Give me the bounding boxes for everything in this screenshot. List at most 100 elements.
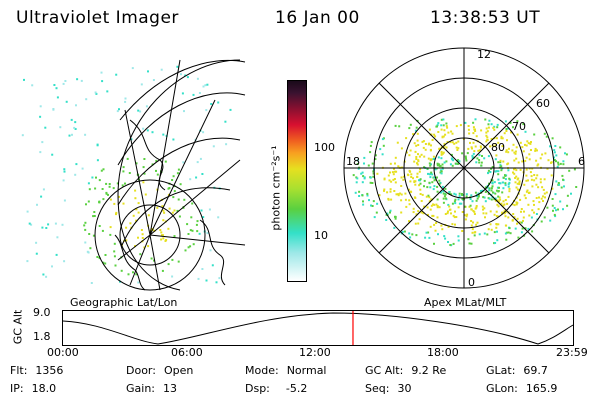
geographic-emission-point bbox=[160, 170, 162, 173]
geographic-emission-point bbox=[202, 216, 205, 219]
geographic-emission-point bbox=[198, 232, 201, 235]
geographic-emission-point bbox=[153, 229, 156, 232]
polar-emission-point bbox=[443, 129, 446, 132]
polar-emission-point bbox=[539, 181, 542, 184]
polar-emission-point bbox=[532, 200, 535, 203]
polar-emission-point bbox=[502, 176, 505, 179]
geographic-emission-point bbox=[186, 76, 189, 79]
polar-emission-point bbox=[437, 156, 440, 159]
polar-emission-point bbox=[410, 173, 413, 176]
polar-emission-point bbox=[414, 183, 417, 186]
polar-emission-point bbox=[497, 223, 500, 226]
polar-emission-point bbox=[416, 172, 419, 175]
polar-emission-point bbox=[483, 232, 486, 235]
polar-emission-point bbox=[427, 194, 430, 197]
polar-emission-point bbox=[428, 196, 431, 199]
polar-emission-point bbox=[490, 228, 493, 231]
polar-emission-point bbox=[394, 156, 397, 159]
polar-emission-point bbox=[382, 144, 385, 147]
polar-emission-point bbox=[442, 192, 445, 195]
polar-ring-80 bbox=[433, 137, 495, 199]
geographic-emission-point bbox=[109, 233, 112, 236]
geographic-emission-point bbox=[126, 157, 129, 160]
geographic-emission-point bbox=[142, 166, 145, 169]
polar-emission-point bbox=[433, 223, 436, 226]
polar-emission-point bbox=[401, 230, 404, 233]
polar-emission-point bbox=[469, 198, 472, 200]
polar-emission-point bbox=[535, 213, 538, 215]
geographic-emission-point bbox=[198, 92, 201, 94]
earth-limb bbox=[117, 59, 241, 291]
polar-emission-point bbox=[566, 194, 569, 197]
polar-emission-point bbox=[410, 190, 413, 193]
geographic-emission-point bbox=[138, 178, 140, 181]
polar-emission-point bbox=[527, 203, 530, 206]
polar-emission-point bbox=[363, 156, 366, 159]
geographic-emission-point bbox=[39, 115, 42, 118]
geographic-emission-point bbox=[105, 192, 108, 195]
polar-emission-point bbox=[387, 174, 390, 177]
geographic-emission-point bbox=[191, 229, 194, 232]
polar-emission-point bbox=[474, 231, 477, 234]
polar-emission-point bbox=[421, 193, 424, 196]
polar-emission-point bbox=[505, 150, 508, 153]
polar-emission-point bbox=[522, 171, 525, 174]
geographic-emission-point bbox=[54, 222, 57, 225]
polar-emission-point bbox=[477, 149, 480, 152]
polar-emission-point bbox=[453, 200, 456, 203]
geographic-emission-point bbox=[52, 108, 55, 111]
polar-emission-point bbox=[438, 179, 441, 182]
polar-emission-point bbox=[522, 219, 524, 222]
polar-emission-point bbox=[429, 149, 432, 152]
geographic-emission-point bbox=[203, 230, 206, 233]
polar-emission-point bbox=[520, 231, 523, 234]
geographic-emission-point bbox=[137, 236, 139, 239]
polar-emission-point bbox=[537, 208, 540, 211]
geographic-emission-point bbox=[98, 179, 101, 182]
polar-emission-point bbox=[529, 142, 532, 145]
polar-emission-point bbox=[409, 123, 412, 126]
polar-emission-point bbox=[425, 195, 428, 198]
polar-emission-point bbox=[509, 232, 512, 235]
polar-emission-point bbox=[555, 209, 557, 212]
polar-emission-point bbox=[445, 146, 448, 149]
polar-emission-point bbox=[503, 132, 506, 135]
polar-emission-point bbox=[493, 128, 496, 131]
polar-emission-point bbox=[440, 151, 443, 154]
polar-emission-point bbox=[487, 171, 490, 174]
polar-emission-point bbox=[524, 143, 526, 146]
geographic-emission-point bbox=[173, 190, 176, 193]
geographic-emission-point bbox=[109, 198, 112, 201]
polar-emission-point bbox=[535, 183, 538, 186]
polar-emission-point bbox=[475, 135, 478, 138]
polar-emission-point bbox=[518, 180, 521, 183]
polar-emission-point bbox=[516, 222, 518, 225]
polar-emission-point bbox=[420, 153, 423, 156]
polar-emission-point bbox=[462, 137, 465, 140]
geographic-emission-point bbox=[30, 223, 33, 226]
polar-emission-point bbox=[488, 119, 491, 122]
polar-emission-point bbox=[541, 186, 544, 189]
polar-emission-point bbox=[507, 127, 510, 130]
polar-emission-point bbox=[475, 205, 478, 207]
polar-emission-point bbox=[502, 181, 505, 184]
polar-emission-point bbox=[446, 212, 449, 215]
polar-emission-point bbox=[537, 163, 540, 166]
polar-emission-point bbox=[450, 244, 453, 247]
geographic-emission-point bbox=[129, 222, 132, 225]
polar-emission-point bbox=[369, 144, 372, 147]
orbit-ytick-high: 9.0 bbox=[33, 306, 51, 319]
polar-emission-point bbox=[487, 155, 490, 158]
polar-emission-point bbox=[394, 215, 396, 218]
polar-emission-point bbox=[426, 167, 429, 170]
polar-emission-point bbox=[543, 178, 546, 181]
geographic-emission-point bbox=[105, 191, 108, 194]
polar-emission-point bbox=[511, 149, 514, 152]
polar-emission-point bbox=[414, 196, 417, 199]
polar-emission-point bbox=[436, 206, 439, 209]
polar-emission-point bbox=[518, 182, 521, 184]
polar-emission-point bbox=[524, 159, 527, 162]
polar-emission-point bbox=[487, 228, 490, 231]
polar-emission-point bbox=[437, 131, 440, 133]
polar-emission-point bbox=[490, 189, 493, 192]
